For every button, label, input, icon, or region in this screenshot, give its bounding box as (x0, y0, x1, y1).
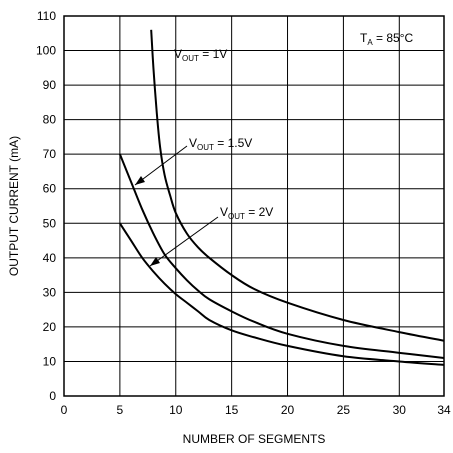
label-vout-2v-main: V (220, 205, 228, 219)
grid (64, 16, 444, 396)
y-tick-label: 90 (43, 78, 57, 92)
y-tick-label: 80 (43, 113, 57, 127)
y-tick-label: 60 (43, 182, 57, 196)
x-tick-label: 5 (117, 403, 124, 417)
arrow-vout-1-5v (134, 145, 188, 186)
series-line-1 (118, 153, 445, 359)
label-vout-1v-tail: = 1V (199, 47, 227, 61)
series-lines (118, 29, 445, 366)
label-vout-1-5v: VOUT = 1.5V (189, 136, 252, 152)
y-tick-label: 0 (49, 389, 56, 403)
y-tick-label: 10 (43, 354, 57, 368)
plot-frame (63, 15, 445, 397)
condition-label: TA = 85°C (360, 31, 414, 47)
label-vout-2v-sub: OUT (228, 212, 245, 221)
x-tick-label: 34 (437, 403, 451, 417)
y-tick-label: 110 (37, 9, 56, 23)
y-tick-label: 40 (43, 251, 57, 265)
label-vout-1v: VOUT = 1V (174, 47, 227, 63)
label-vout-2v: VOUT = 2V (220, 205, 273, 221)
label-vout-1v-main: V (174, 47, 182, 61)
y-axis-title: OUTPUT CURRENT (mA) (7, 136, 21, 276)
y-tick-label: 100 (36, 44, 56, 58)
condition-tail: = 85°C (373, 31, 414, 45)
condition-sub: A (367, 38, 373, 47)
x-tick-label: 25 (337, 403, 351, 417)
x-tick-label: 30 (393, 403, 407, 417)
arrow-head-vout-1-5v (135, 176, 145, 185)
x-tick-label: 10 (169, 403, 183, 417)
label-vout-1-5v-sub: OUT (197, 143, 214, 152)
annotations: VOUT = 1V VOUT = 1.5V VOUT = 2V TA = 85°… (134, 31, 414, 267)
label-vout-2v-tail: = 2V (245, 205, 273, 219)
tick-labels: 0 5 10 15 20 25 30 34 0 10 20 30 40 50 60 70 80 90 100 110 (36, 9, 451, 417)
x-tick-label: 20 (281, 403, 295, 417)
y-tick-label: 70 (43, 147, 57, 161)
x-tick-label: 0 (61, 403, 68, 417)
series-line-0 (150, 29, 445, 342)
x-axis-title: NUMBER OF SEGMENTS (183, 432, 326, 446)
arrow-head-vout-2v (150, 257, 160, 266)
condition-main: T (360, 31, 368, 45)
arrow-vout-2v (149, 216, 219, 267)
label-vout-1-5v-tail: = 1.5V (214, 136, 252, 150)
label-vout-1-5v-main: V (189, 136, 197, 150)
y-tick-label: 50 (43, 216, 57, 230)
label-vout-1v-sub: OUT (182, 54, 199, 63)
series-line-2 (119, 222, 445, 366)
x-tick-label: 15 (225, 403, 239, 417)
y-tick-label: 30 (43, 285, 57, 299)
y-tick-label: 20 (43, 320, 57, 334)
